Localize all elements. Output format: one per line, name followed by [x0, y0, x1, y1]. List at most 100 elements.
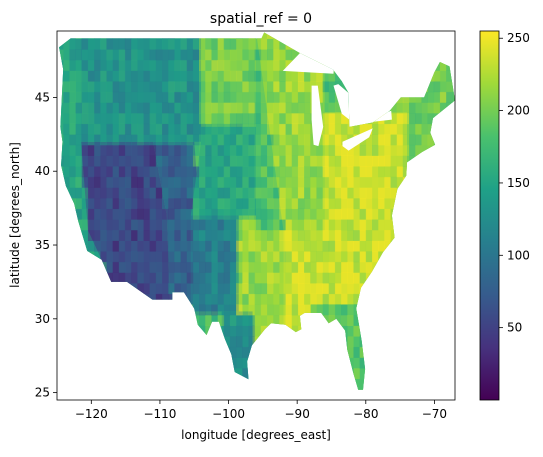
map-cell	[267, 113, 274, 125]
map-cell	[229, 251, 237, 263]
map-cell	[279, 176, 286, 188]
map-cell	[118, 176, 126, 188]
lake-water	[311, 85, 324, 147]
map-cell	[322, 123, 330, 135]
map-cell	[273, 102, 280, 114]
map-cell	[131, 208, 138, 220]
map-cell	[118, 261, 126, 273]
map-cell	[279, 208, 286, 220]
map-cell	[69, 38, 76, 50]
map-cell	[334, 293, 342, 305]
map-cell	[124, 59, 132, 71]
map-cell	[285, 102, 293, 114]
map-cell	[106, 208, 113, 220]
map-cell	[118, 91, 126, 103]
map-cell	[143, 261, 151, 273]
map-cell	[199, 304, 206, 316]
map-cell	[217, 208, 225, 220]
map-cell	[118, 208, 126, 220]
map-cell	[162, 59, 169, 71]
map-cell	[87, 219, 95, 231]
map-cell	[211, 81, 218, 93]
map-cell	[94, 208, 101, 220]
map-cell	[162, 155, 169, 167]
map-cell	[378, 176, 385, 188]
map-cell	[112, 123, 120, 135]
map-cell	[297, 198, 305, 210]
map-cell	[359, 219, 367, 231]
map-cell	[137, 240, 144, 252]
map-cell	[409, 123, 416, 135]
map-cell	[291, 293, 299, 305]
map-cell	[304, 251, 311, 263]
map-cell	[322, 261, 330, 273]
map-cell	[112, 70, 120, 82]
map-cell	[267, 283, 274, 295]
map-cell	[273, 144, 280, 156]
map-cell	[155, 123, 163, 135]
map-cell	[347, 251, 354, 263]
map-cell	[236, 134, 243, 146]
map-cell	[217, 38, 225, 50]
map-cell	[378, 166, 385, 178]
map-cell	[378, 187, 385, 199]
map-cell	[248, 304, 256, 316]
map-cell	[223, 59, 231, 71]
map-cell	[124, 70, 132, 82]
map-cell	[365, 251, 373, 263]
map-cell	[118, 198, 126, 210]
map-cell	[322, 166, 330, 178]
map-cell	[236, 304, 243, 316]
map-cell	[149, 38, 157, 50]
map-cell	[168, 166, 175, 178]
map-cell	[162, 251, 169, 263]
map-cell	[304, 304, 311, 316]
map-cell	[112, 251, 120, 263]
map-cell	[359, 251, 367, 263]
map-cell	[273, 251, 280, 263]
map-cell	[242, 187, 249, 199]
map-cell	[316, 283, 323, 295]
map-cell	[87, 123, 95, 135]
map-cell	[199, 155, 206, 167]
map-cell	[174, 261, 181, 273]
map-cell	[217, 102, 225, 114]
map-cell	[81, 155, 89, 167]
map-cell	[279, 166, 286, 178]
map-cell	[291, 102, 299, 114]
map-cell	[75, 113, 83, 125]
map-cell	[248, 91, 256, 103]
map-cell	[372, 144, 379, 156]
map-cell	[100, 219, 107, 231]
map-cell	[297, 123, 305, 135]
map-cell	[248, 144, 256, 156]
map-cell	[199, 251, 206, 263]
map-cell	[365, 176, 373, 188]
map-cell	[106, 59, 113, 71]
map-cell	[180, 283, 188, 295]
map-cell	[229, 219, 237, 231]
map-cell	[205, 230, 212, 241]
map-cell	[285, 240, 293, 252]
map-cell	[316, 176, 323, 188]
map-cell	[155, 113, 163, 125]
map-cell	[322, 219, 330, 231]
map-cell	[334, 251, 342, 263]
map-cell	[118, 166, 126, 178]
map-cell	[378, 198, 385, 210]
chart-title: spatial_ref = 0	[210, 11, 312, 27]
map-cell	[304, 198, 311, 210]
map-cell	[180, 187, 188, 199]
map-cell	[205, 240, 212, 252]
map-cell	[223, 81, 231, 93]
map-cell	[254, 102, 262, 114]
map-cell	[304, 102, 311, 114]
map-cell	[162, 49, 169, 61]
map-cell	[267, 91, 274, 103]
map-cell	[260, 102, 268, 114]
map-cell	[162, 219, 169, 231]
map-cell	[199, 187, 206, 199]
map-cell	[149, 251, 157, 263]
map-cell	[254, 38, 262, 50]
map-cell	[223, 283, 231, 295]
